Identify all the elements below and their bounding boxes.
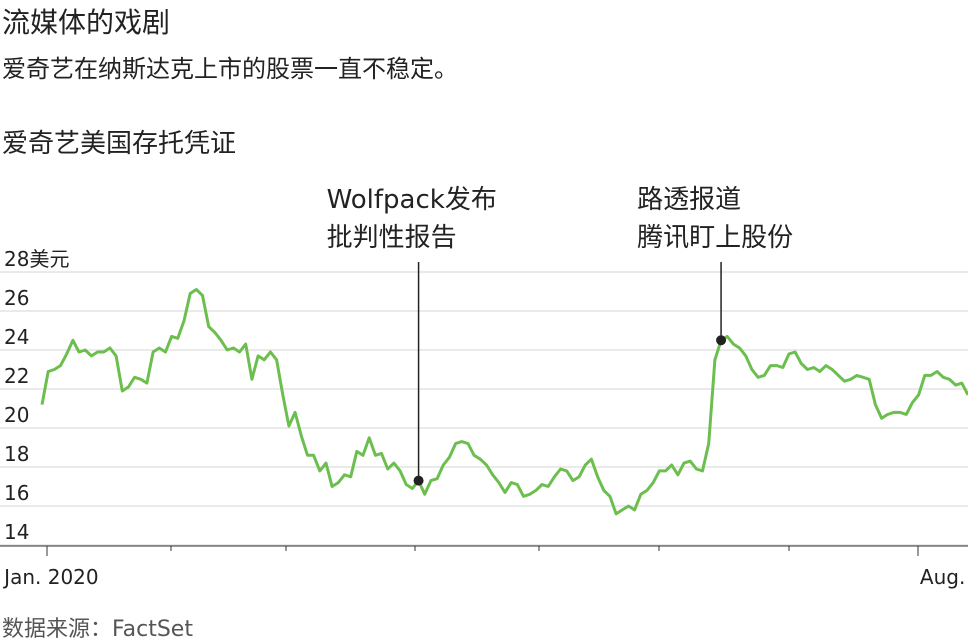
source: 数据来源：FactSet — [2, 617, 193, 642]
annotation-text: Wolfpack发布 — [327, 185, 497, 215]
y-tick-label: 18 — [4, 442, 29, 466]
x-axis — [46, 546, 919, 556]
x-tick-label: Aug. — [920, 565, 965, 589]
x-tick-label: Jan. 2020 — [2, 565, 98, 589]
y-tick-label: 26 — [4, 286, 29, 310]
y-tick-label: 16 — [4, 481, 29, 505]
chart-title: 流媒体的戏剧 — [2, 6, 170, 39]
price-line — [40, 288, 968, 516]
series-label: 爱奇艺美国存托凭证 — [2, 129, 236, 159]
annotation-text: 批判性报告 — [327, 223, 457, 253]
chart-subtitle: 爱奇艺在纳斯达克上市的股票一直不稳定。 — [2, 55, 458, 83]
y-tick-label: 22 — [4, 364, 29, 388]
y-tick-label: 24 — [4, 325, 29, 349]
y-tick-label: 14 — [4, 520, 29, 544]
y-tick-label: 20 — [4, 403, 29, 427]
annotation-text: 腾讯盯上股份 — [637, 223, 793, 253]
annotation-text: 路透报道 — [637, 185, 741, 215]
annotation-dot — [413, 475, 424, 486]
y-tick-label: 28美元 — [4, 247, 69, 271]
annotation-dot — [716, 335, 727, 346]
